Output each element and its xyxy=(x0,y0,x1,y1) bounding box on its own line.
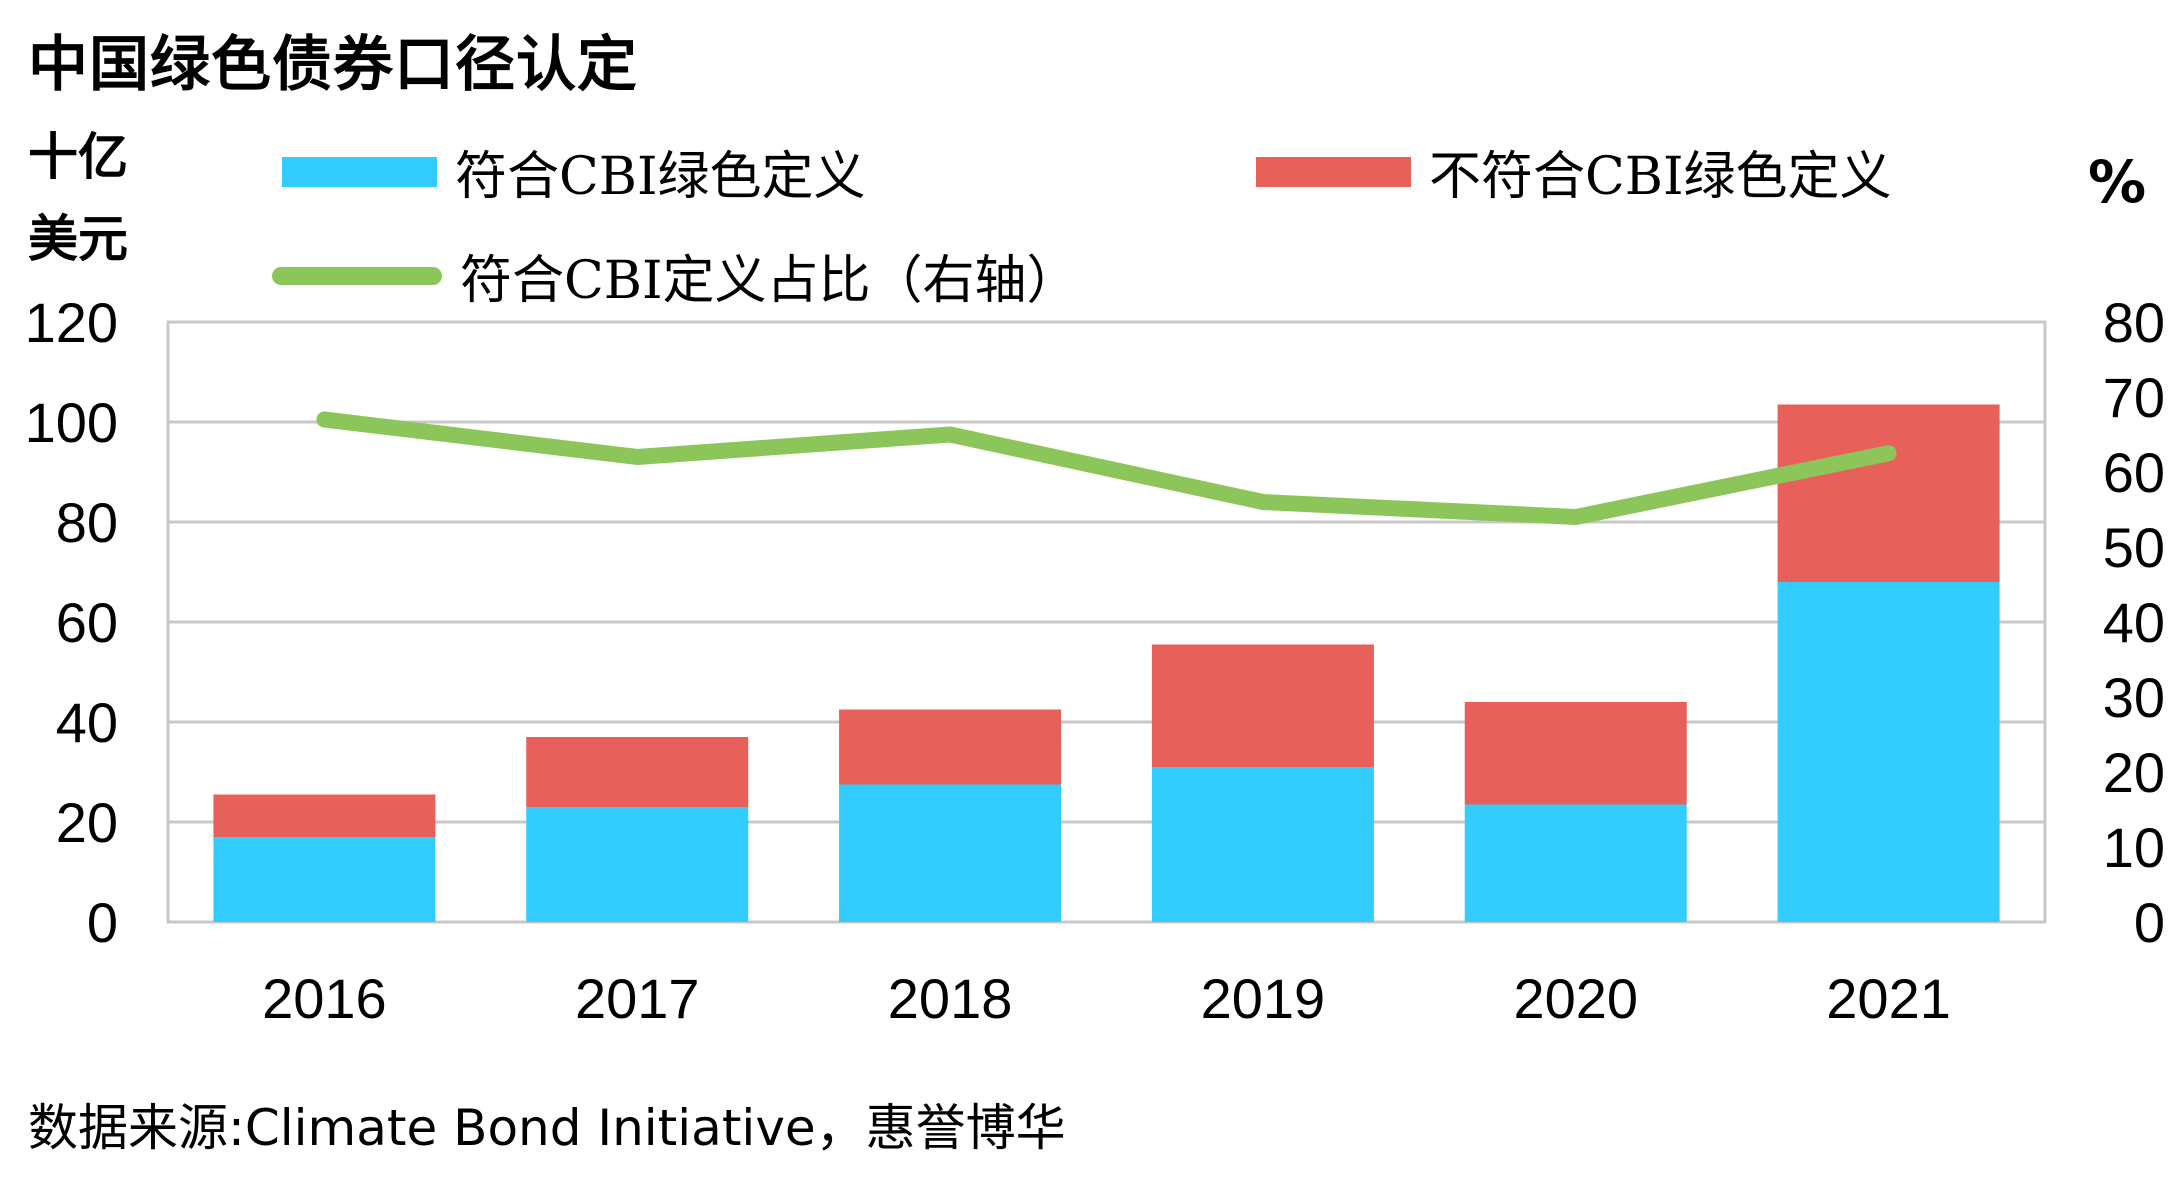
x-tick-label: 2017 xyxy=(575,967,700,1030)
bar-noncompliant-2016 xyxy=(213,794,436,837)
y-right-tick-label: 30 xyxy=(2103,666,2165,729)
bar-noncompliant-2021 xyxy=(1777,404,2000,582)
share-line xyxy=(316,411,1897,525)
y-left-tick-label: 60 xyxy=(56,591,118,654)
bar-compliant-2016 xyxy=(213,837,436,922)
bar-compliant-2017 xyxy=(526,807,749,922)
y-left-tick-label: 20 xyxy=(56,791,118,854)
y-right-tick-label: 50 xyxy=(2103,516,2165,579)
y-right-tick-label: 60 xyxy=(2103,441,2165,504)
share-point-2018 xyxy=(947,431,954,438)
share-point-2019 xyxy=(1259,499,1266,505)
chart-title: 中国绿色债券口径认定 xyxy=(28,30,638,100)
bar-compliant-2019 xyxy=(1151,767,1374,922)
x-tick-label: 2019 xyxy=(1201,967,1326,1030)
bar-noncompliant-2017 xyxy=(526,737,749,807)
x-tick-label: 2021 xyxy=(1826,967,1951,1030)
legend-item-share: 符合CBI定义占比（右轴） xyxy=(272,238,1079,313)
bar-compliant-2020 xyxy=(1464,804,1687,922)
right-axis-unit: % xyxy=(2088,148,2147,216)
y-left-tick-label: 40 xyxy=(56,691,118,754)
legend-label-share: 符合CBI定义占比（右轴） xyxy=(460,251,1079,311)
source-note: 数据来源:Climate Bond Initiative，惠誉博华 xyxy=(28,1099,1066,1157)
x-tick-label: 2016 xyxy=(262,967,387,1030)
bar-noncompliant-2019 xyxy=(1151,644,1374,767)
y-left-tick-label: 0 xyxy=(87,891,118,954)
x-tick-label: 2018 xyxy=(888,967,1013,1030)
y-right-tick-label: 80 xyxy=(2103,291,2165,354)
bar-noncompliant-2018 xyxy=(839,709,1062,785)
legend-swatch-compliant xyxy=(282,156,437,187)
legend-item-noncompliant: 不符合CBI绿色定义 xyxy=(1256,134,1892,209)
bar-compliant-2021 xyxy=(1777,582,2000,922)
y-right-tick-label: 20 xyxy=(2103,741,2165,804)
y-left-tick-label: 80 xyxy=(56,491,118,554)
plot-border xyxy=(166,320,2047,924)
y-left-tick-label: 120 xyxy=(25,291,118,354)
y-right-tick-label: 70 xyxy=(2103,366,2165,429)
bar-noncompliant-2020 xyxy=(1464,702,1687,805)
legend-label-noncompliant: 不符合CBI绿色定义 xyxy=(1429,147,1892,207)
legend-swatch-noncompliant xyxy=(1256,156,1411,187)
y-left-tick-label: 100 xyxy=(25,391,118,454)
y-right-tick-label: 0 xyxy=(2134,891,2165,954)
y-right-tick-label: 40 xyxy=(2103,591,2165,654)
left-axis-unit: 十亿美元 xyxy=(28,128,128,268)
legend-item-compliant: 符合CBI绿色定义 xyxy=(282,134,866,209)
x-tick-label: 2020 xyxy=(1513,967,1638,1030)
legend-label-compliant: 符合CBI绿色定义 xyxy=(455,147,866,207)
y-right-tick-label: 10 xyxy=(2103,816,2165,879)
share-point-2020 xyxy=(1572,514,1579,520)
legend-swatch-share xyxy=(272,266,442,285)
bar-compliant-2018 xyxy=(839,784,1062,922)
share-point-2016 xyxy=(321,416,328,423)
share-point-2017 xyxy=(634,454,641,460)
share-point-2021 xyxy=(1885,450,1892,457)
